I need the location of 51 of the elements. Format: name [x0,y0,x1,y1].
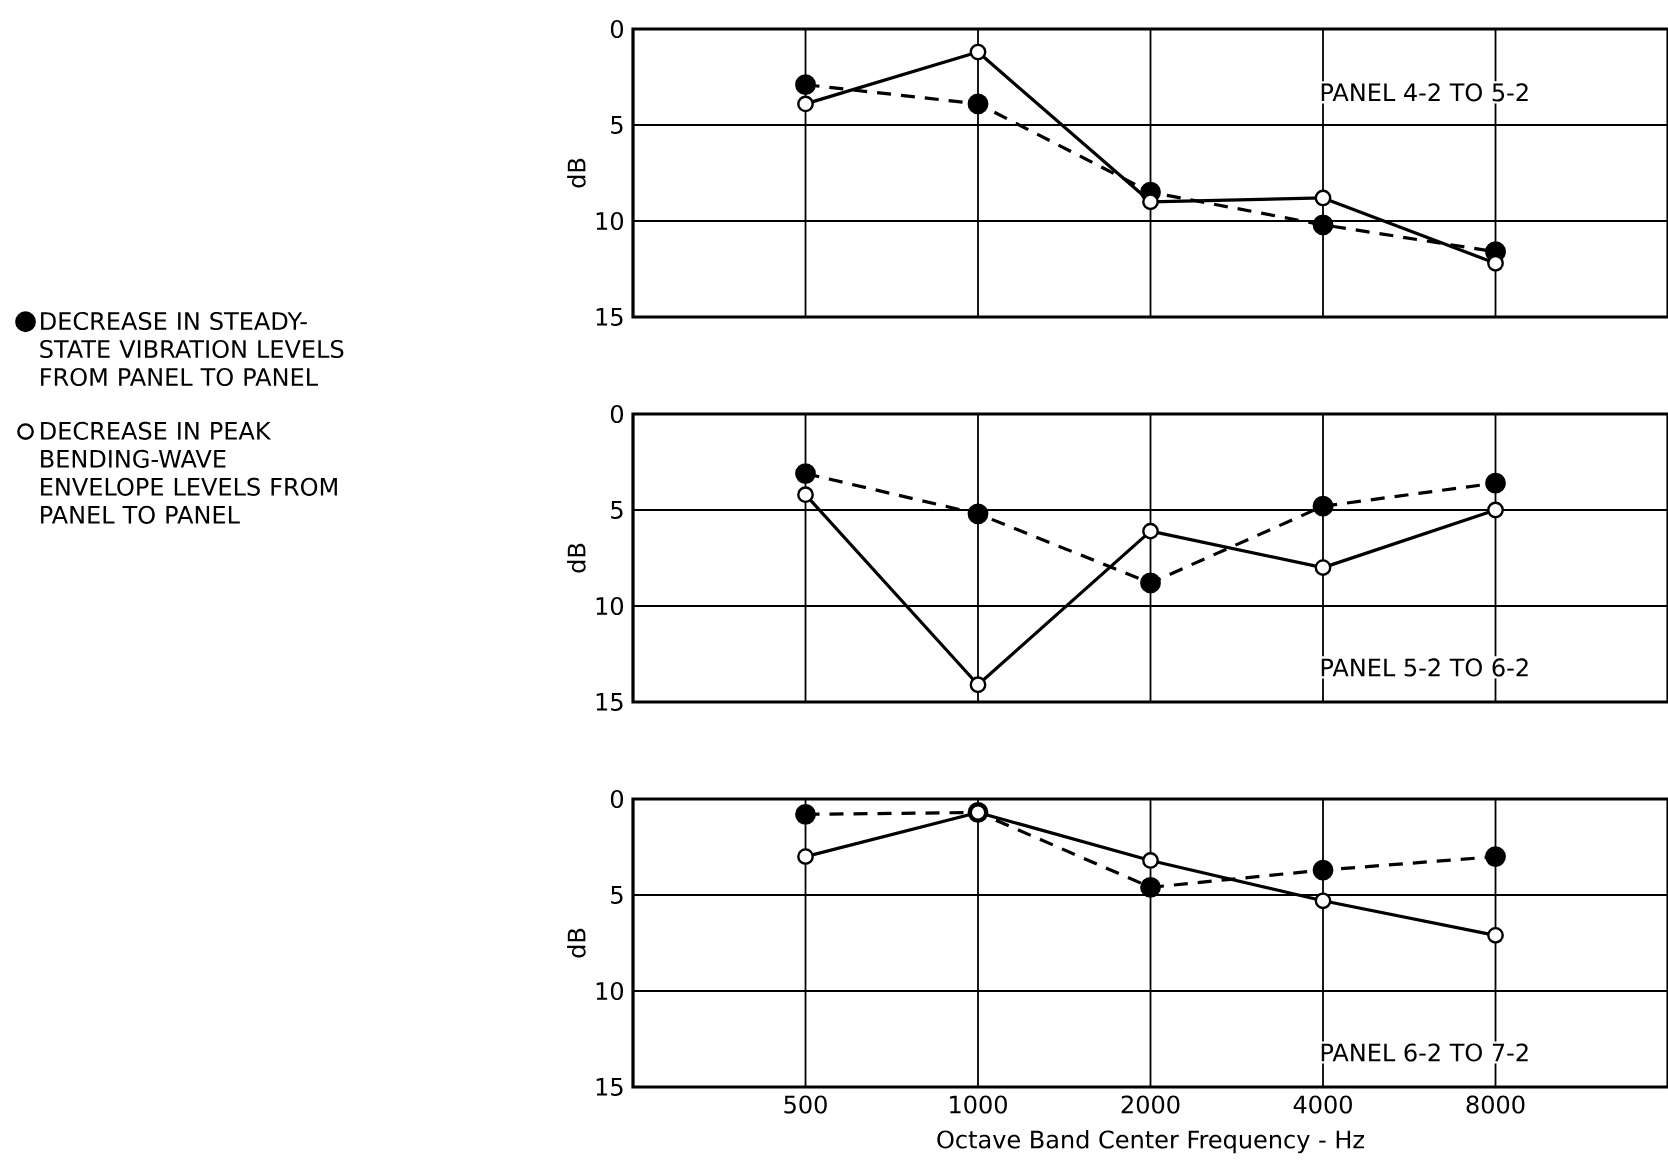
y-tick-label: 0 [610,404,624,424]
y-tick-label: 5 [611,501,623,519]
y-tick-label: 10 [596,981,624,1001]
point [1485,472,1506,494]
x-tick-label: 4000 [1293,1095,1352,1114]
point [1314,189,1332,207]
text: PANEL 4-2 TO 5-2 [1321,83,1528,102]
point [1312,495,1334,517]
legend-label: DECREASE IN PEAK BENDING-WAVE ENVELOPE LEVELS FROM PANEL TO PANEL [41,421,337,524]
y-tick-label: 0 [610,789,624,809]
y-tick-label: 5 [611,116,623,134]
y-axis-title: dB [567,543,586,573]
point [795,803,816,825]
point [967,93,989,115]
point [797,486,814,504]
point [795,74,816,96]
point [1487,501,1504,519]
point [1485,846,1506,868]
x-axis-title: Octave Band Center Frequency - Hz [937,1129,1364,1154]
x-tick-label: 1000 [950,1095,1007,1114]
point [1312,859,1334,881]
point [1487,926,1504,944]
point [969,43,987,61]
y-axis-title: dB [567,158,586,188]
point [967,503,989,525]
point [1314,892,1332,910]
y-tick-label: 15 [596,693,623,711]
point [1142,522,1159,540]
text: PANEL 6-2 TO 7-2 [1321,1043,1528,1062]
y-tick-label: 0 [610,19,624,39]
point [1140,876,1161,898]
point [969,676,987,694]
y-tick-label: 10 [596,211,624,231]
y-axis-title: dB [567,928,586,958]
point [1142,193,1159,211]
point [797,848,814,866]
point [795,463,816,484]
y-tick-label: 15 [596,308,623,326]
x-tick-label: 500 [784,1095,827,1114]
y-tick-label: 10 [596,596,624,616]
text: PANEL 5-2 TO 6-2 [1321,658,1528,677]
point [797,95,814,113]
y-tick-label: 5 [611,886,623,904]
x-tick-label: 8000 [1466,1095,1525,1114]
point [1314,559,1332,577]
point [1140,572,1161,594]
point [1142,852,1159,869]
y-tick-label: 15 [596,1078,623,1096]
x-tick-label: 2000 [1121,1095,1180,1114]
legend-label: DECREASE IN STEADY-STATE VIBRATION LEVELS FROM PANEL TO PANEL [40,311,344,387]
point [1312,214,1334,236]
